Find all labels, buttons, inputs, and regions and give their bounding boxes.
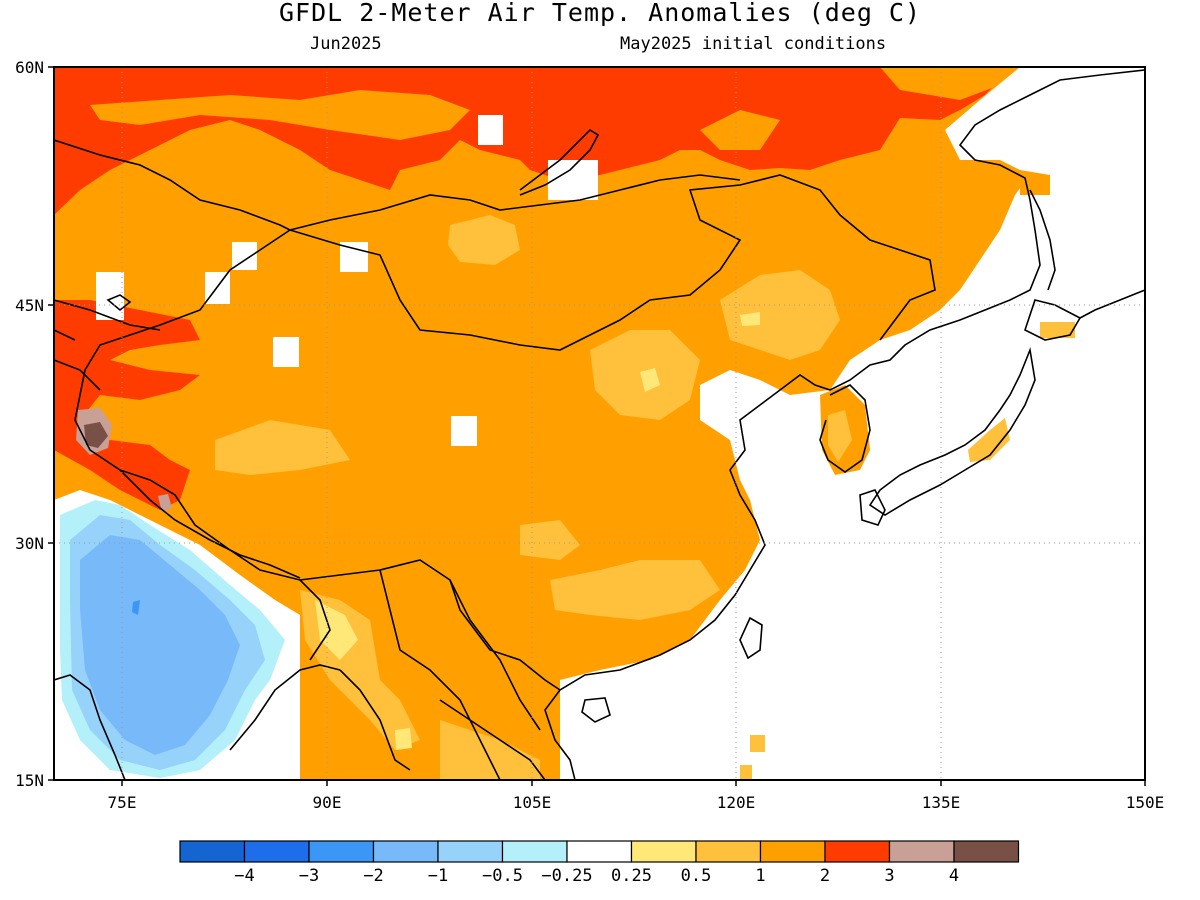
colorbar-swatch [953,840,1020,863]
colorbar-swatch [759,840,826,863]
coastline-japan-honshu [868,347,1036,516]
valid-month-label: Jun2025 [310,34,382,54]
colorbar-swatch [501,840,568,863]
graticule [54,67,1145,780]
coastline-kyushu [859,489,886,526]
colorbar-swatch [308,840,375,863]
lat-labels: 60N 45N 30N 15N [15,58,44,790]
lon-label-90e: 90E [313,793,342,812]
lon-label-105e: 105E [513,793,552,812]
init-conditions-label: May2025 initial conditions [620,34,887,54]
field-yellow-spot-1 [640,368,660,392]
colorbar-label: −4 [234,866,254,886]
map-frame [53,66,1146,781]
lake-baikal [519,128,600,196]
colorbar-label: 2 [820,866,830,886]
lon-labels: 75E 90E 105E 120E 135E 150E [108,793,1165,812]
field-lightorange-mongolia [448,215,520,265]
field-yellow-spot-2 [740,312,760,326]
lon-label-150e: 150E [1126,793,1165,812]
colorbar-label: 3 [884,866,894,886]
field-darkblue-spot [132,600,140,615]
coastline-hainan [581,697,611,723]
field-orange-taiwan [740,735,765,780]
chart-title: GFDL 2-Meter Air Temp. Anomalies (deg C) [278,0,922,27]
coastline-taiwan [739,616,763,660]
field-lightorange-south [520,520,720,620]
anomaly-field [54,67,1145,780]
colorbar-label: −3 [299,866,319,886]
lat-label-45n: 45N [15,296,44,315]
lat-label-60n: 60N [15,58,44,77]
lon-label-120e: 120E [717,793,756,812]
axis-ticks [48,66,1146,786]
border-kazakhstan-russia [54,139,291,231]
colorbar-swatch [372,840,439,863]
colorbar-label: 0.5 [681,866,712,886]
coastlines-borders [54,69,1145,780]
lat-label-30n: 30N [15,534,44,553]
colorbar-swatch [243,840,310,863]
colorbar-swatch [695,840,762,863]
field-lightorange-indochina [300,590,540,780]
coastline-indochina [339,669,546,780]
colorbar-swatch [888,840,955,863]
coastline-east-asia [544,69,1145,780]
field-orange-patch-1 [90,90,470,140]
field-red-west [54,300,200,510]
lon-label-135e: 135E [922,793,961,812]
border-mongolia-russia [289,174,741,231]
coastline-sakhalin [1029,189,1056,291]
coastline-kamchatka-kurils [1079,289,1145,319]
colorbar-swatch [824,840,891,863]
field-orange-honshu [968,418,1010,462]
colorbar-label: −2 [363,866,383,886]
border-china-west [74,229,561,691]
coastline-korea [819,384,871,473]
field-orange-patch-3 [880,67,1020,100]
lon-label-75e: 75E [108,793,137,812]
lake-balkhash [106,294,132,312]
lat-label-15n: 15N [15,771,44,790]
colorbar-label: −0.5 [482,866,523,886]
colorbar-label: 1 [755,866,765,886]
field-orange-hokkaido [1040,322,1075,338]
field-darkbrown-hotspot [84,422,108,448]
border-china-mongolia [289,174,936,351]
field-yellow-burma [315,600,412,750]
colorbar-swatch [630,840,697,863]
field-brown-small [158,494,172,512]
colorbar-label: −0.25 [541,866,592,886]
field-lightorange-korea [828,410,852,462]
colorbar-swatch [437,840,504,863]
border-himalaya [119,469,301,579]
field-orange-patch-2 [700,110,780,150]
field-blue-india [80,535,240,755]
colorbar-label: −1 [428,866,448,886]
colorbar-label: 4 [949,866,959,886]
colorbar: −4 −3 −2 −1 −0.5 −0.25 0.25 0.5 1 2 3 4 [179,840,1020,886]
colorbar-swatch [179,840,246,863]
border-southeast-asia [299,569,541,780]
colorbar-swatch [566,840,633,863]
field-lightorange-sichuan [215,420,350,475]
field-lightorange-innermongolia [720,270,840,360]
coastline-india [54,664,341,780]
colorbar-label: 0.25 [611,866,652,886]
border-central-asia [54,299,161,391]
